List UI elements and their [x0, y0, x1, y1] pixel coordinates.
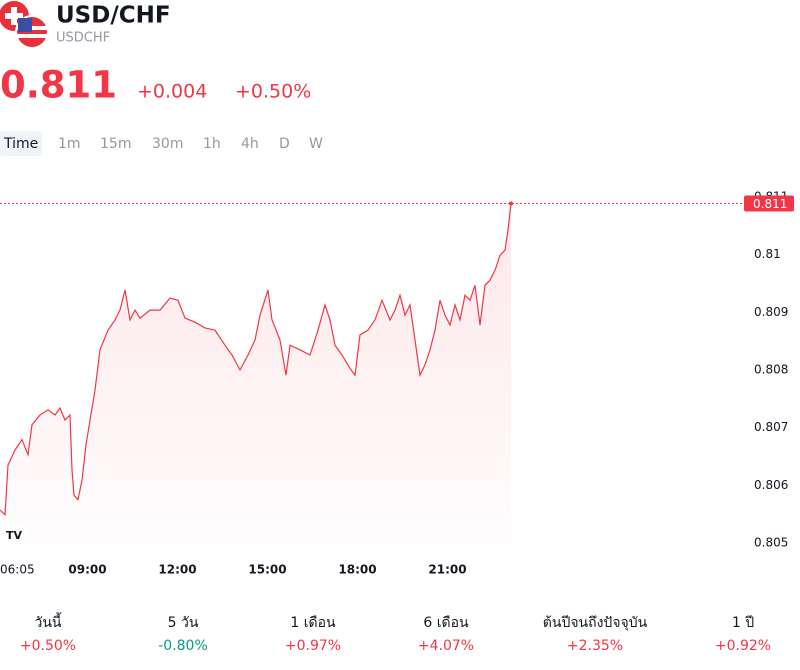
last-price-tag [744, 195, 794, 212]
period-label[interactable]: 5 วัน [168, 615, 199, 631]
period-label[interactable]: ต้นปีจนถึงปัจจุบัน [543, 615, 648, 631]
symbol: USDCHF [56, 31, 110, 46]
period-label[interactable]: วันนี้ [34, 612, 62, 631]
timeframe-button[interactable]: 1h [203, 136, 221, 152]
price: 0.811 [0, 64, 117, 107]
x-tick-label: 12:00 [158, 563, 196, 577]
timeframe-button[interactable]: 4h [241, 136, 259, 152]
x-tick-label: 18:00 [338, 563, 376, 577]
period-label[interactable]: 1 เดือน [290, 615, 336, 631]
title: USD/CHF [56, 3, 171, 29]
y-tick-label: 0.809 [754, 305, 788, 319]
timeframes: Time 1m 15m 30m 1h 4h D W [3, 136, 323, 152]
last-point [509, 201, 513, 206]
last-price-label: 0.811 [753, 197, 787, 211]
period-change[interactable]: +0.92% [715, 638, 771, 654]
timeframe-button[interactable]: D [279, 136, 290, 152]
timeframe-button[interactable]: W [309, 136, 323, 152]
time-button-bg [0, 131, 42, 156]
x-tick-label: 09:00 [68, 563, 106, 577]
y-tick-label: 0.806 [754, 478, 788, 492]
area [0, 203, 511, 545]
price-line [0, 203, 512, 517]
period-change[interactable]: -0.80% [158, 638, 208, 654]
svg-text:TV: TV [6, 529, 23, 542]
timeframe-button[interactable]: Time [3, 136, 38, 152]
y-tick-label: 0.807 [754, 420, 788, 434]
tv-logo: TV [1, 522, 27, 548]
x-tick-label: 15:00 [248, 563, 286, 577]
period-change[interactable]: +2.35% [567, 638, 623, 654]
chart: 0.805 0.806 0.807 0.808 0.809 0.81 0.811 06:05 0… [0, 190, 794, 577]
performance: วันนี้ +0.50% 5 วัน -0.80% 1 เดือน +0.97% 6 เด… [20, 612, 771, 654]
change-pct: +0.50% [235, 81, 311, 103]
period-change[interactable]: +4.07% [418, 638, 474, 654]
x-tick-label: 21:00 [428, 563, 466, 577]
y-tick-label: 0.805 [754, 535, 788, 549]
period-change[interactable]: +0.97% [285, 638, 341, 654]
y-tick-label: 0.808 [754, 363, 788, 377]
change: +0.004 [137, 81, 207, 103]
x-tick-label: 06:05 [0, 563, 35, 577]
y-tick-label: 0.81 [754, 247, 781, 261]
timeframe-button[interactable]: 1m [58, 136, 81, 152]
timeframe-button[interactable]: 30m [152, 136, 183, 152]
flags [0, 1, 49, 49]
period-label[interactable]: 6 เดือน [423, 615, 469, 631]
timeframe-button[interactable]: 15m [100, 136, 131, 152]
period-label[interactable]: 1 ปี [732, 615, 754, 631]
period-change[interactable]: +0.50% [20, 638, 76, 654]
